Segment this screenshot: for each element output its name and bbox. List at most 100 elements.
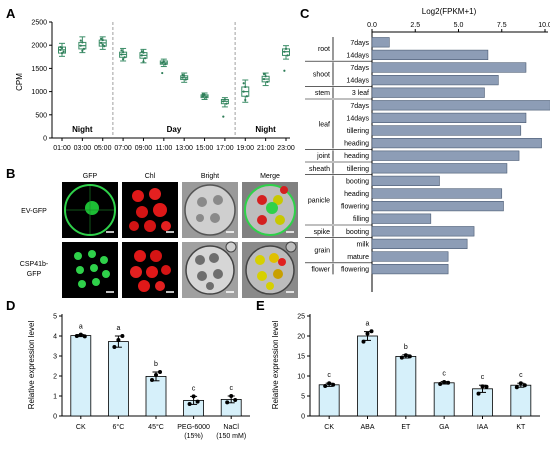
ytick-label: 1: [53, 394, 57, 401]
panel-label-d: D: [6, 298, 15, 313]
box-point: [101, 38, 104, 42]
panel-c-bar: [371, 263, 449, 275]
ytick-label: 0: [301, 414, 305, 421]
box-point: [79, 39, 82, 42]
xtick-label: 45°C: [148, 423, 164, 431]
panel-c-bar: [371, 75, 499, 86]
box-point: [140, 50, 143, 53]
data-point: [120, 334, 125, 338]
box-point: [161, 61, 164, 64]
box-point: [262, 72, 266, 76]
panel-a-xtick-label: 17:00: [216, 145, 234, 152]
xtick-label: ET: [401, 424, 411, 431]
panel-c-bar: [371, 213, 432, 224]
bar: [357, 335, 378, 417]
box-point: [59, 48, 62, 51]
xtick-label: (15%): [184, 433, 203, 440]
box-point: [162, 60, 165, 63]
panel-c-item-label: tillering: [347, 166, 369, 173]
significance-letter: a: [366, 321, 370, 328]
panel-a-ytick-label: 2500: [31, 20, 47, 27]
data-point: [158, 370, 162, 374]
panel-c-item-label: booting: [346, 178, 369, 185]
box-point: [181, 73, 184, 76]
box-point: [201, 93, 205, 96]
panel-c-xtick-label: 7.5: [497, 22, 507, 29]
data-point: [446, 380, 451, 385]
panel-a-xtick-label: 13:00: [175, 145, 193, 152]
panel-e-ylabel: Relative expression level: [271, 321, 280, 410]
box-point: [262, 77, 266, 81]
data-point: [399, 355, 404, 360]
panel-a-xtick-label: 11:00: [155, 145, 172, 152]
box-point: [222, 115, 225, 118]
data-point: [407, 354, 412, 359]
micrograph-csp41b-gfp-gfp: [62, 242, 118, 298]
panel-c-bar: [371, 62, 527, 73]
panel-a-xtick-label: 23:00: [277, 145, 295, 152]
xtick-label: CK: [76, 424, 86, 431]
panel-c-item-label: flowering: [341, 204, 369, 211]
data-point: [116, 338, 121, 342]
panel-c-bar: [371, 138, 542, 149]
data-point: [112, 345, 117, 349]
box-point: [60, 46, 64, 50]
micrograph-ev-gfp-merge: [242, 182, 298, 238]
micrograph-row-label: GFP: [27, 271, 42, 278]
panel-c-bar: [371, 112, 527, 123]
data-point: [442, 380, 447, 384]
panel-c-group-label: shoot: [313, 71, 330, 78]
box-point: [225, 102, 228, 105]
panel-a-xtick-label: 03:00: [74, 145, 92, 152]
panel-c-xtick-label: 0.0: [367, 22, 377, 29]
box-point: [242, 82, 245, 85]
panel-c-xtick-label: 5.0: [454, 22, 464, 29]
panel-a-period-label: Night: [72, 125, 93, 134]
panel-c-bar: [371, 201, 504, 212]
panel-c-item-label: 14days: [346, 115, 369, 122]
micrograph-row-label: CSP41b-: [20, 261, 49, 268]
panel-c-bar: [371, 226, 475, 237]
panel-label-b: B: [6, 166, 15, 181]
box-point: [60, 51, 64, 55]
xtick-label: KT: [516, 424, 526, 431]
panel-c-bar: [371, 125, 522, 136]
box-point: [242, 90, 245, 93]
box-point: [120, 49, 123, 52]
ytick-label: 0: [53, 414, 57, 421]
panel-c-group-label: spike: [314, 229, 330, 236]
box-point: [81, 41, 84, 44]
panel-c-bar: [371, 150, 520, 161]
panel-c-bar: [371, 100, 550, 111]
box-point: [164, 63, 167, 66]
box-point: [123, 56, 126, 59]
micrograph-ev-gfp-chl: [122, 182, 178, 238]
data-point: [74, 334, 79, 338]
significance-letter: a: [116, 325, 120, 332]
panel-c-group-label: root: [318, 46, 330, 53]
panel-c-bar: [371, 163, 508, 174]
bar: [318, 384, 340, 417]
panel-c-item-label: booting: [346, 229, 369, 236]
significance-letter: c: [229, 385, 233, 392]
panel-label-c: C: [300, 6, 310, 21]
xtick-label: CK: [324, 424, 334, 431]
box-point: [183, 74, 186, 77]
panel-c-barchart: Log2(FPKM+1) 0.0 2.5 5.0 7.5 10.0 7days 14day…: [305, 7, 550, 292]
box-point: [62, 50, 65, 53]
panel-c-bar: [371, 49, 489, 60]
panel-c-bar: [371, 37, 390, 48]
box-point: [79, 44, 82, 47]
data-point: [78, 332, 83, 337]
panel-c-group-label: panicle: [308, 197, 330, 204]
data-point: [480, 384, 485, 389]
box-point: [286, 54, 289, 57]
panel-c-group-label: grain: [314, 248, 330, 255]
box-point: [59, 45, 62, 49]
box-point: [266, 80, 269, 83]
panel-a-ytick-label: 500: [35, 112, 47, 119]
significance-letter: b: [404, 344, 408, 351]
micrograph-column-header: GFP: [83, 173, 98, 180]
micrograph-column-header: Bright: [201, 173, 219, 180]
